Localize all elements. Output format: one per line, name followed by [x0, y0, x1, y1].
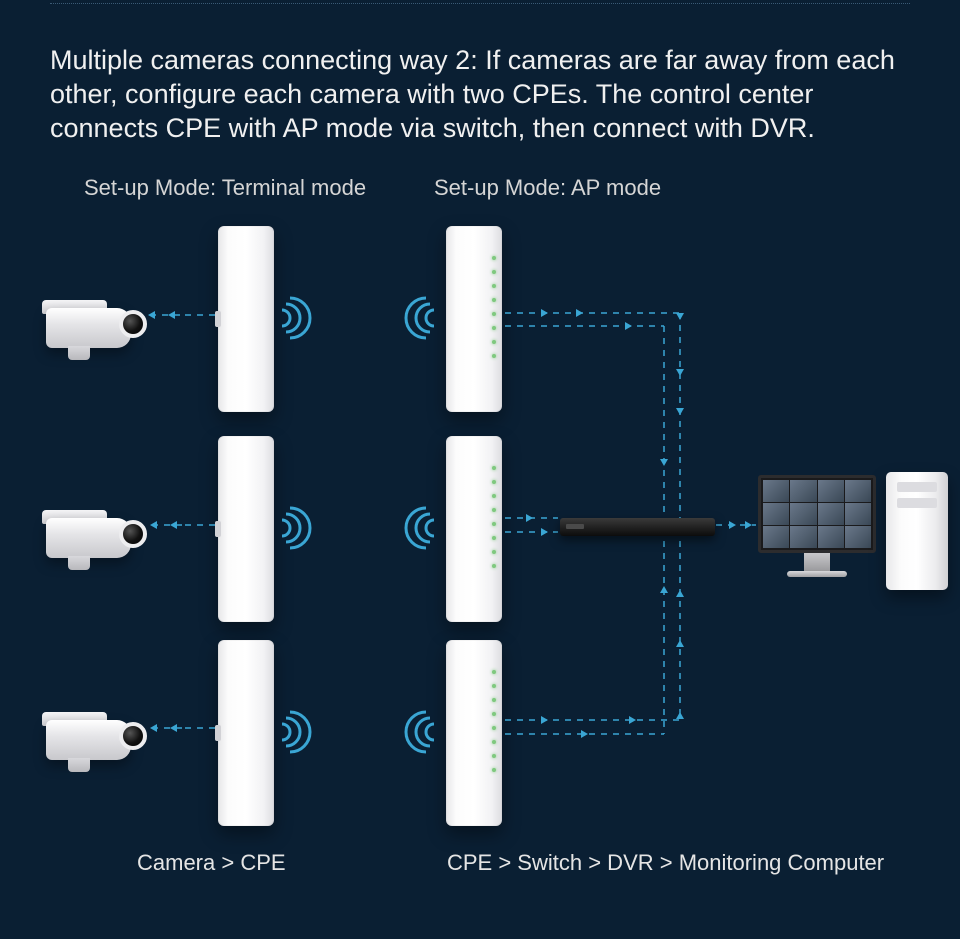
cpe-ap-icon — [446, 640, 502, 826]
camera-icon — [46, 510, 141, 570]
description-text: Multiple cameras connecting way 2: If ca… — [50, 44, 920, 145]
cpe-ap-icon — [446, 436, 502, 622]
pc-tower-icon — [886, 472, 948, 590]
camera-icon — [46, 300, 141, 360]
chain-label-left: Camera > CPE — [137, 850, 286, 876]
mode-label-terminal: Set-up Mode: Terminal mode — [84, 175, 366, 201]
cpe-ap-icon — [446, 226, 502, 412]
dvr-switch-icon — [560, 518, 715, 536]
chain-label-right: CPE > Switch > DVR > Monitoring Computer — [447, 850, 884, 876]
cpe-terminal-icon — [218, 226, 274, 412]
monitor-icon — [758, 475, 876, 577]
cpe-terminal-icon — [218, 436, 274, 622]
camera-icon — [46, 712, 141, 772]
mode-label-ap: Set-up Mode: AP mode — [434, 175, 661, 201]
top-divider — [50, 0, 910, 4]
cpe-terminal-icon — [218, 640, 274, 826]
